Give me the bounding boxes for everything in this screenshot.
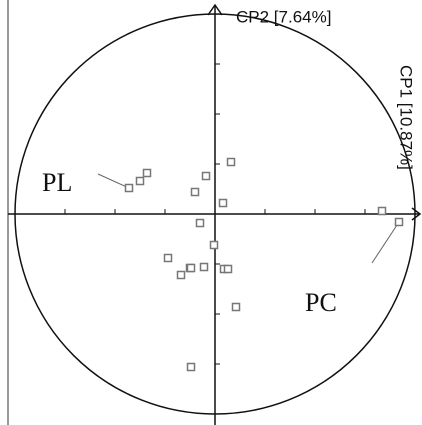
point xyxy=(124,183,134,193)
point xyxy=(190,187,200,197)
point xyxy=(186,362,196,372)
leader-line xyxy=(97,173,130,189)
point xyxy=(135,176,145,186)
point xyxy=(199,262,209,272)
x-axis-label: CP1 [10.87%] xyxy=(397,65,416,170)
axis-arrow xyxy=(411,207,422,221)
leader-line xyxy=(371,221,400,264)
annotation: PC xyxy=(305,288,337,317)
point xyxy=(209,240,219,250)
point xyxy=(163,253,173,263)
point xyxy=(231,302,241,312)
point xyxy=(394,217,404,227)
point xyxy=(176,270,186,280)
point xyxy=(223,264,233,274)
point xyxy=(201,171,211,181)
point xyxy=(142,168,152,178)
annotation: PL xyxy=(42,168,72,197)
point xyxy=(226,157,236,167)
axis-arrow xyxy=(207,3,223,16)
y-axis-label: CP2 [7.64%] xyxy=(236,7,331,26)
point xyxy=(218,198,228,208)
point xyxy=(377,206,387,216)
point xyxy=(195,218,205,228)
point xyxy=(186,263,196,273)
